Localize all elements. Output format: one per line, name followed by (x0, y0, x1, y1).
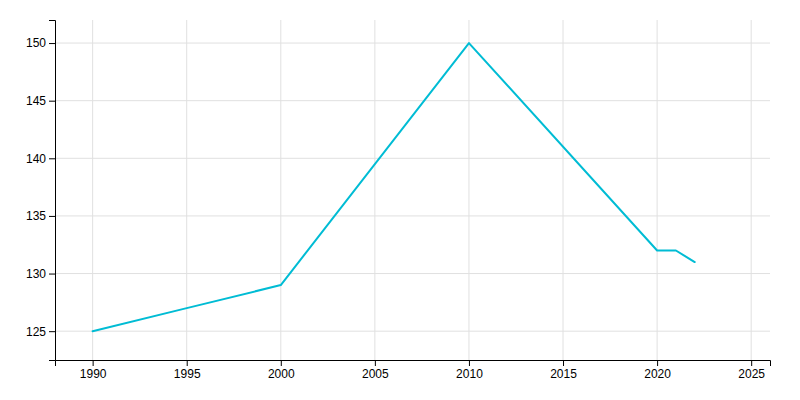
y-tick: 125 (26, 325, 55, 339)
x-tick-mark (281, 360, 282, 366)
x-tick-mark (751, 360, 752, 366)
x-tick: 1995 (174, 360, 201, 381)
x-tick: 2015 (550, 360, 577, 381)
y-grid-line (55, 100, 770, 101)
x-tick-mark (469, 360, 470, 366)
x-tick: 2005 (362, 360, 389, 381)
x-tick-label: 2025 (738, 367, 765, 381)
grid (55, 20, 770, 360)
x-grid-line (468, 20, 469, 360)
y-grid-line (55, 331, 770, 332)
x-grid-line (374, 20, 375, 360)
x-grid-line (657, 20, 658, 360)
marks (93, 43, 695, 331)
x-grid-line (92, 20, 93, 360)
x-grid-line (563, 20, 564, 360)
x-tick-label: 2010 (456, 367, 483, 381)
x-tick: 2010 (456, 360, 483, 381)
x-tick: 2020 (644, 360, 671, 381)
y-tick-mark (49, 158, 55, 159)
y-tick-mark (49, 216, 55, 217)
x-tick-mark (563, 360, 564, 366)
y-tick: 145 (26, 94, 55, 108)
x-tick-label: 2005 (362, 367, 389, 381)
y-tick-label: 130 (26, 267, 46, 281)
y-tick-label: 150 (26, 36, 46, 50)
x-grid-line (751, 20, 752, 360)
y-axis-line (49, 21, 56, 361)
y-grid-line (55, 215, 770, 216)
x-tick: 2025 (738, 360, 765, 381)
x-tick-mark (375, 360, 376, 366)
y-grid-line (55, 273, 770, 274)
y-tick: 140 (26, 152, 55, 166)
y-axis: 125 130 135 140 145 150 (26, 21, 56, 361)
plot-area: 1990 1995 2000 2005 2010 2015 2020 2025 125 130 13… (26, 20, 771, 381)
y-tick: 135 (26, 209, 55, 223)
y-tick-label: 125 (26, 325, 46, 339)
x-tick-mark (657, 360, 658, 366)
x-axis-line (56, 361, 771, 367)
y-grid-line (55, 158, 770, 159)
x-grid-line (280, 20, 281, 360)
y-tick-mark (49, 43, 55, 44)
x-tick-label: 2020 (644, 367, 671, 381)
y-tick-label: 145 (26, 94, 46, 108)
y-tick-label: 140 (26, 152, 46, 166)
chart-container: 1990 1995 2000 2005 2010 2015 2020 2025 125 130 13… (0, 0, 800, 400)
chart-svg: 1990 1995 2000 2005 2010 2015 2020 2025 125 130 13… (0, 0, 800, 400)
y-tick-mark (49, 331, 55, 332)
y-tick: 130 (26, 267, 55, 281)
x-axis: 1990 1995 2000 2005 2010 2015 2020 2025 (56, 360, 771, 381)
y-tick: 150 (26, 36, 55, 50)
y-tick-mark (49, 101, 55, 102)
x-tick-label: 2015 (550, 367, 577, 381)
x-tick-mark (93, 360, 94, 366)
x-tick-label: 2000 (268, 367, 295, 381)
x-tick-mark (187, 360, 188, 366)
x-tick-label: 1995 (174, 367, 201, 381)
y-tick-label: 135 (26, 209, 46, 223)
x-tick: 1990 (80, 360, 107, 381)
y-tick-mark (49, 274, 55, 275)
x-tick: 2000 (268, 360, 295, 381)
data-line (93, 43, 695, 331)
y-grid-line (55, 43, 770, 44)
x-tick-label: 1990 (80, 367, 107, 381)
